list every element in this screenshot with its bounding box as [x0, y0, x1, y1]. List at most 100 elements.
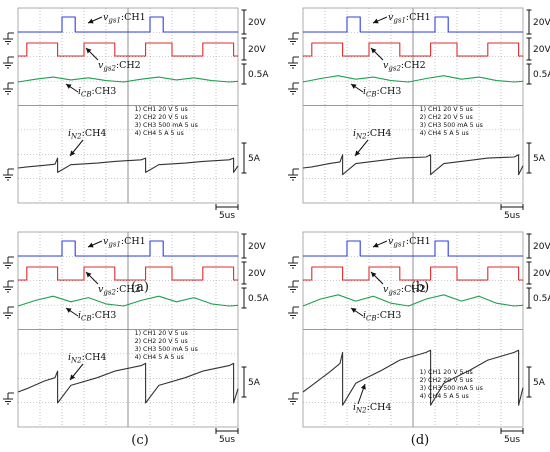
label-ch4: iN2:CH4 — [353, 128, 391, 141]
time-scale-label: 5us — [504, 211, 520, 221]
arrow-ch2 — [370, 271, 384, 285]
scale-ch4: 5A — [241, 366, 261, 398]
scale-ch1: 20V — [241, 233, 266, 259]
panel-d: 20V 20V 0.5A 5A 5us 1) CH1 20 V 5 us2) CH2 20… — [288, 231, 550, 448]
waveform-ch2 — [18, 42, 238, 57]
arrow-ch1 — [372, 16, 388, 24]
settings-line: 4) CH4 5 A 5 us — [135, 130, 184, 137]
scope-frame — [17, 7, 239, 204]
ground-icon — [3, 280, 14, 293]
settings-line: 2) CH2 20 V 5 us — [135, 338, 188, 345]
waveform-ch4 — [302, 349, 524, 406]
time-scale: 5us — [500, 204, 524, 221]
scale-ch2-label: 20V — [248, 45, 266, 55]
ground-icon — [288, 392, 299, 405]
arrow-ch4 — [354, 139, 369, 157]
panel-b: 20V 20V 0.5A 5A 5us 1) CH1 20 V 5 us2) CH2 20… — [288, 7, 550, 295]
scale-ch3: 0.5A — [241, 63, 269, 85]
arrow-ch1 — [87, 16, 103, 24]
scale-ch1: 20V — [241, 9, 266, 35]
ground-icon — [288, 306, 299, 319]
channel-settings: 1) CH1 20 V 5 us2) CH2 20 V 5 us3) CH3 5… — [420, 369, 483, 400]
channel-settings: 1) CH1 20 V 5 us2) CH2 20 V 5 us3) CH3 5… — [135, 106, 198, 137]
ground-icon — [3, 56, 14, 69]
scale-ch3: 0.5A — [526, 287, 550, 309]
ground-icon — [3, 82, 14, 95]
label-ch3: iCB:CH3 — [78, 310, 116, 323]
scope-frame — [302, 7, 524, 204]
panel-caption: (c) — [131, 433, 148, 448]
scale-ch4: 5A — [526, 142, 546, 174]
arrow-ch1 — [372, 240, 388, 248]
waveform-ch1 — [303, 240, 523, 257]
label-ch2: vgs2:CH2 — [383, 284, 426, 297]
arrow-ch4 — [357, 383, 366, 405]
label-ch1: vgs1:CH1 — [103, 12, 146, 25]
waveform-ch3 — [17, 76, 239, 83]
panel-caption: (a) — [131, 280, 149, 295]
settings-line: 1) CH1 20 V 5 us — [135, 330, 188, 337]
panel-c: 20V 20V 0.5A 5A 5us 1) CH1 20 V 5 us2) CH2 20… — [3, 231, 269, 448]
scale-ch1-label: 20V — [533, 242, 550, 252]
settings-line: 3) CH3 500 mA 5 us — [420, 122, 483, 129]
waveform-ch4 — [17, 157, 239, 173]
scale-ch1-label: 20V — [533, 18, 550, 28]
settings-line: 4) CH4 5 A 5 us — [135, 354, 184, 361]
scale-ch2: 20V — [241, 37, 266, 61]
scale-ch1: 20V — [526, 9, 550, 35]
settings-line: 2) CH2 20 V 5 us — [420, 377, 473, 384]
arrow-ch2 — [85, 47, 99, 61]
settings-line: 3) CH3 500 mA 5 us — [135, 346, 198, 353]
arrow-ch3 — [65, 83, 79, 93]
label-ch2: vgs2:CH2 — [98, 60, 141, 73]
label-ch1: vgs1:CH1 — [388, 12, 431, 25]
ground-icon — [3, 392, 14, 405]
scale-ch3: 0.5A — [526, 63, 550, 85]
ground-icon — [288, 168, 299, 181]
scale-ch3-label: 0.5A — [533, 294, 550, 304]
label-ch3: iCB:CH3 — [363, 86, 401, 99]
settings-line: 1) CH1 20 V 5 us — [420, 106, 473, 113]
ground-icon — [288, 82, 299, 95]
arrow-ch4 — [69, 363, 84, 381]
scale-ch4: 5A — [526, 366, 546, 398]
label-ch4: iN2:CH4 — [68, 128, 106, 141]
scale-ch1: 20V — [526, 233, 550, 259]
scale-ch3-label: 0.5A — [248, 294, 269, 304]
ground-icon — [3, 256, 14, 269]
time-scale-label: 5us — [219, 435, 235, 445]
waveform-ch3 — [302, 294, 524, 307]
arrow-ch2 — [370, 47, 384, 61]
arrow-ch2 — [85, 271, 99, 285]
time-scale: 5us — [215, 428, 239, 445]
waveform-ch3 — [17, 295, 239, 307]
scope-frame — [302, 231, 524, 428]
waveform-ch2 — [303, 42, 523, 57]
settings-line: 4) CH4 5 A 5 us — [420, 130, 469, 137]
settings-line: 3) CH3 500 mA 5 us — [135, 122, 198, 129]
scale-ch2-label: 20V — [533, 45, 550, 55]
scale-ch3: 0.5A — [241, 287, 269, 309]
channel-settings: 1) CH1 20 V 5 us2) CH2 20 V 5 us3) CH3 5… — [420, 106, 483, 137]
scale-ch2: 20V — [526, 37, 550, 61]
time-scale-label: 5us — [219, 211, 235, 221]
settings-line: 1) CH1 20 V 5 us — [135, 106, 188, 113]
label-ch1: vgs1:CH1 — [388, 236, 431, 249]
label-ch3: iCB:CH3 — [363, 310, 401, 323]
ground-icon — [288, 256, 299, 269]
settings-line: 4) CH4 5 A 5 us — [420, 393, 469, 400]
label-ch3: iCB:CH3 — [78, 86, 116, 99]
ground-icon — [288, 32, 299, 45]
waveform-ch3 — [302, 75, 524, 83]
ground-icon — [288, 280, 299, 293]
scale-ch3-label: 0.5A — [248, 70, 269, 80]
arrow-ch3 — [65, 307, 79, 317]
label-ch2: vgs2:CH2 — [98, 284, 141, 297]
ground-icon — [3, 168, 14, 181]
label-ch1: vgs1:CH1 — [103, 236, 146, 249]
arrow-ch1 — [87, 240, 103, 248]
scale-ch3-label: 0.5A — [533, 70, 550, 80]
time-scale: 5us — [215, 204, 239, 221]
settings-line: 1) CH1 20 V 5 us — [420, 369, 473, 376]
